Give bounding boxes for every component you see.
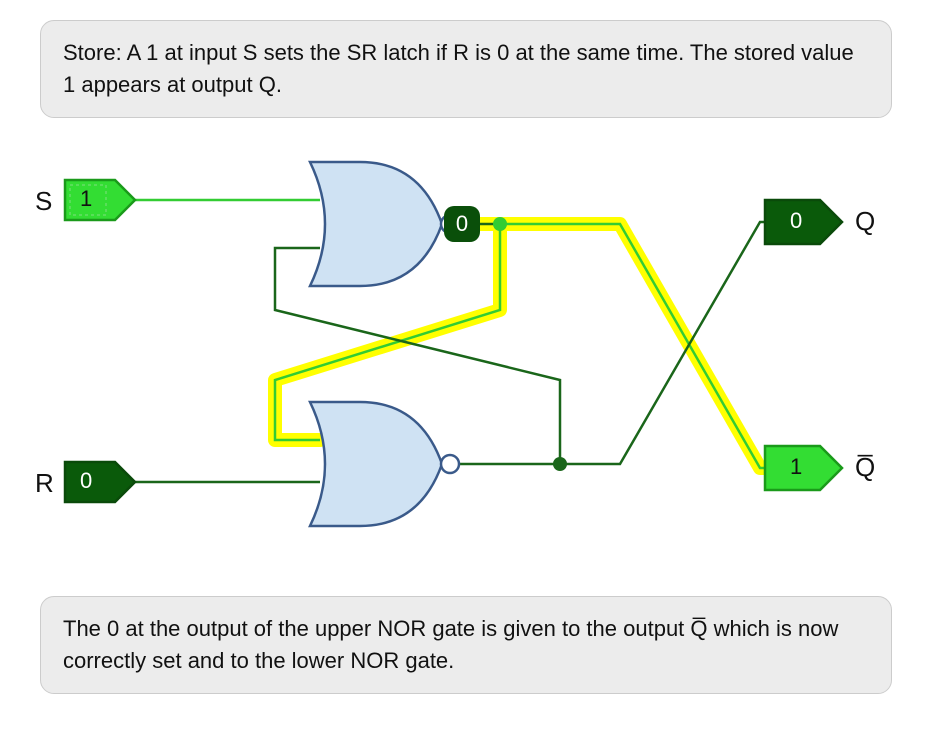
output-q-arrow xyxy=(765,200,842,244)
highlight-upper-to-qbar xyxy=(500,224,770,468)
junction-upper xyxy=(493,217,507,231)
badge-upper-out: 0 xyxy=(444,206,480,242)
junction-lower xyxy=(553,457,567,471)
input-s-arrow[interactable] xyxy=(65,180,135,220)
circuit-svg xyxy=(0,0,932,742)
nor-gate-upper xyxy=(310,162,459,286)
output-qbar-arrow xyxy=(765,446,842,490)
nor-gate-lower xyxy=(310,402,459,526)
input-r-arrow[interactable] xyxy=(65,462,135,502)
